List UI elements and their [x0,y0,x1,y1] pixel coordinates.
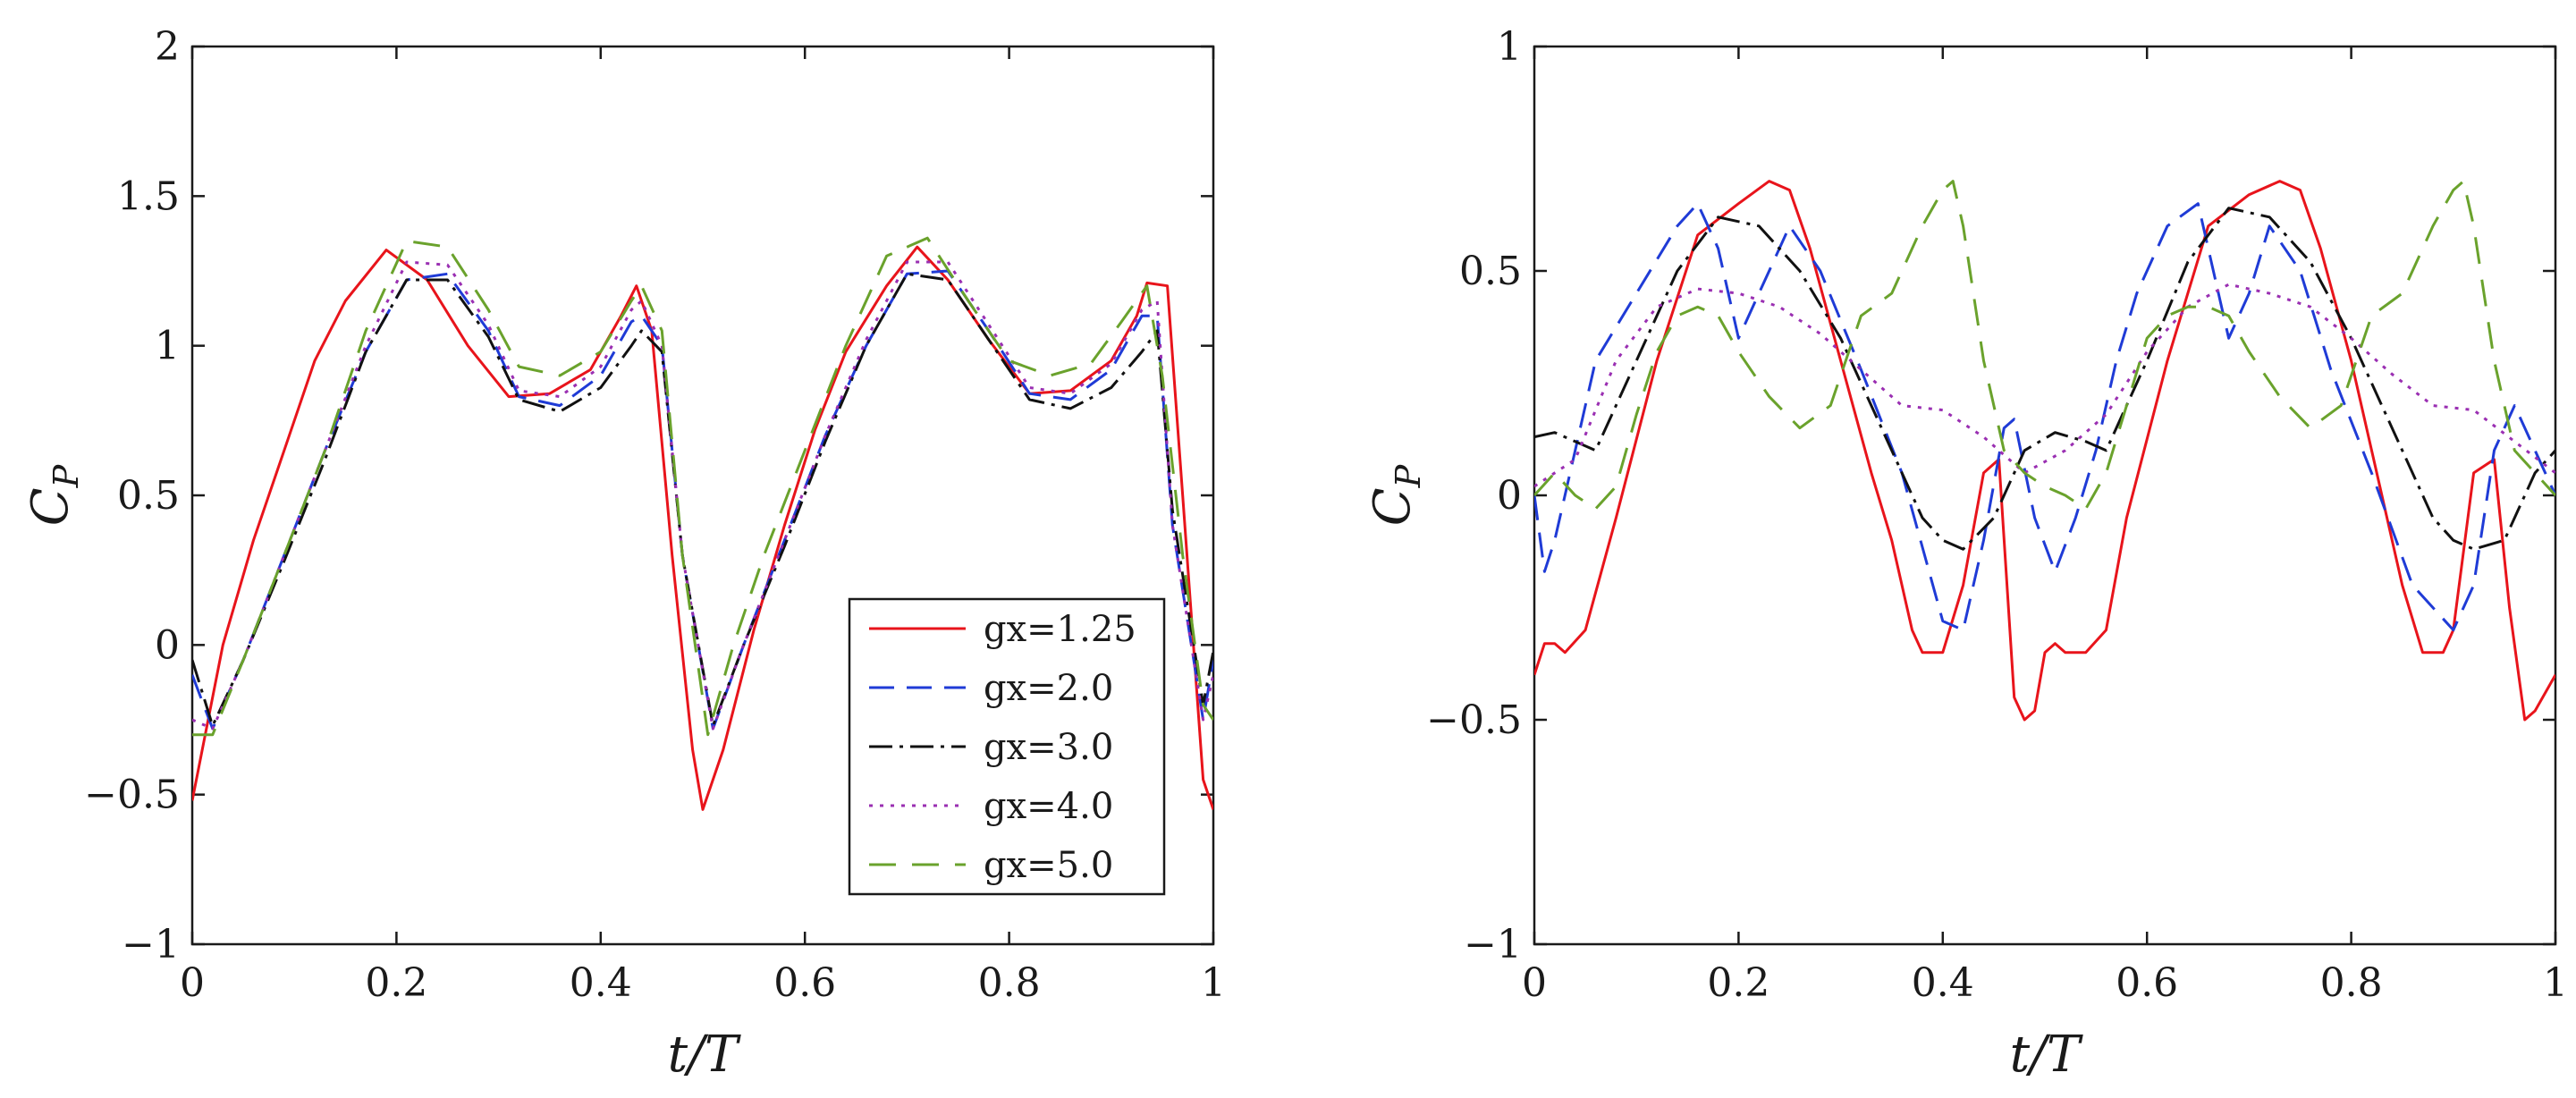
left-x-tick-label: 0.6 [773,960,836,1006]
left-y-tick-label: −1 [122,922,180,967]
left-x-tick-label: 0.2 [365,960,427,1006]
right-y-tick-label: 0.5 [1459,249,1522,294]
legend-label: gx=1.25 [984,609,1136,650]
right-series-group [1534,180,2555,722]
right-x-tick-label: 0.4 [1912,960,1974,1006]
right-y-tick-label: 0 [1497,473,1522,519]
left-y-tick-label: 1 [155,324,180,369]
left-series-gx-1-25 [192,245,1213,811]
legend-label: gx=3.0 [984,727,1113,768]
left-x-tick-label: 0 [180,960,205,1006]
left-y-tick-label: 0 [155,622,180,668]
left-x-axis-label: t/T [668,1026,741,1084]
left-series-gx-5-0 [192,236,1213,737]
right-y-tick-label: −0.5 [1426,697,1522,743]
left-y-tick-label: 1.5 [117,173,180,219]
right-series-gx-3-0 [1534,207,2555,551]
right-x-tick-label: 0.2 [1707,960,1769,1006]
right-y-axis-label-main: C [1364,487,1422,526]
left-y-axis-label-main: C [21,487,80,526]
left-series-gx-3-0 [192,272,1213,728]
right-y-tick-label: −1 [1464,922,1522,967]
right-y-axis-label: CP [1364,463,1428,526]
left-y-tick-label: 0.5 [117,473,180,519]
right-x-tick-label: 1 [2543,960,2568,1006]
left-x-tick-label: 0.8 [978,960,1041,1006]
right-x-tick-label: 0.8 [2320,960,2383,1006]
right-chart-panel: 0 0.2 0.4 0.6 0.8 1 −1 −0.5 0 0.5 1 t/T CP [1364,24,2568,1084]
right-y-tick-label: 1 [1497,24,1522,70]
left-y-axis-label-sub: P [46,463,86,488]
right-series-gx-2-0 [1534,202,2555,632]
left-series-gx-2-0 [192,269,1213,731]
right-x-axis-label: t/T [2010,1026,2083,1084]
left-series-group [192,236,1213,811]
right-series-gx-1-25 [1534,180,2555,722]
left-x-tick-label: 0.4 [570,960,632,1006]
left-y-axis-label: CP [21,463,86,526]
legend-label: gx=2.0 [984,668,1113,709]
left-x-tick-label: 1 [1201,960,1226,1006]
left-legend: gx=1.25 gx=2.0 gx=3.0 gx=4.0 gx=5.0 [848,597,1166,896]
legend-label: gx=5.0 [984,845,1113,886]
right-y-axis-label-sub: P [1389,463,1428,488]
legend-label: gx=4.0 [984,786,1113,827]
left-y-tick-label: −0.5 [84,773,180,818]
right-series-gx-4-0 [1534,283,2555,488]
right-x-tick-label: 0.6 [2116,960,2178,1006]
left-chart-panel: 0 0.2 0.4 0.6 0.8 1−1−0.500.511.52t/TCPgx=1.2… [21,24,1226,1084]
right-series-gx-5-0 [1534,180,2555,511]
right-x-tick-label: 0 [1522,960,1547,1006]
right-plot-frame [1533,45,2557,946]
left-y-tick-label: 2 [155,24,180,70]
